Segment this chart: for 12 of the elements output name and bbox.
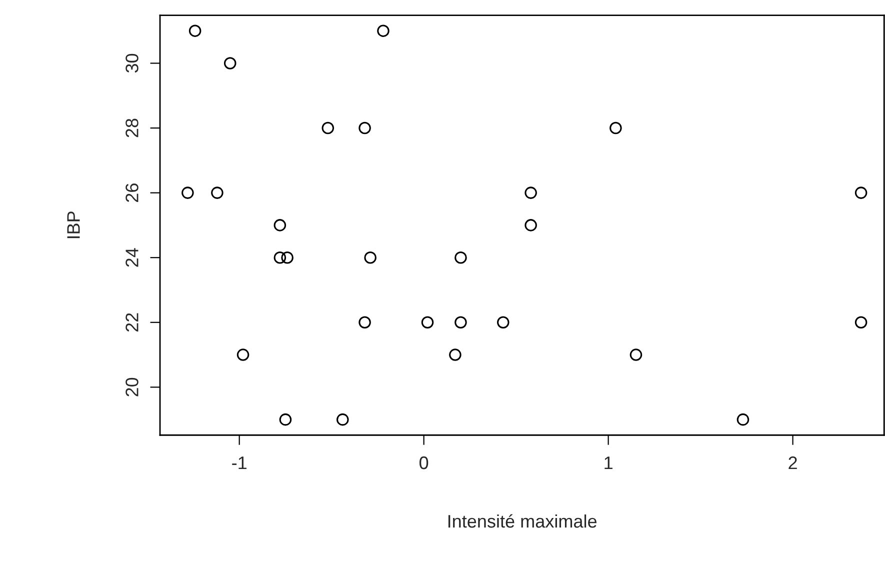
y-axis-title: IBP xyxy=(67,212,80,238)
x-tick-label: 1 xyxy=(604,456,612,470)
y-tick-label: 20 xyxy=(126,378,138,396)
x-tick-label: 0 xyxy=(420,456,428,470)
y-tick-label: 26 xyxy=(126,184,138,202)
x-axis-title: Intensité maximale xyxy=(448,514,597,528)
x-tick-label: 2 xyxy=(788,456,797,470)
x-tick-label: -1 xyxy=(232,456,246,470)
y-tick-label: 22 xyxy=(126,313,138,332)
y-tick-label: 30 xyxy=(126,54,138,73)
y-tick-label: 28 xyxy=(126,118,138,138)
y-tick-label: 24 xyxy=(126,248,138,267)
